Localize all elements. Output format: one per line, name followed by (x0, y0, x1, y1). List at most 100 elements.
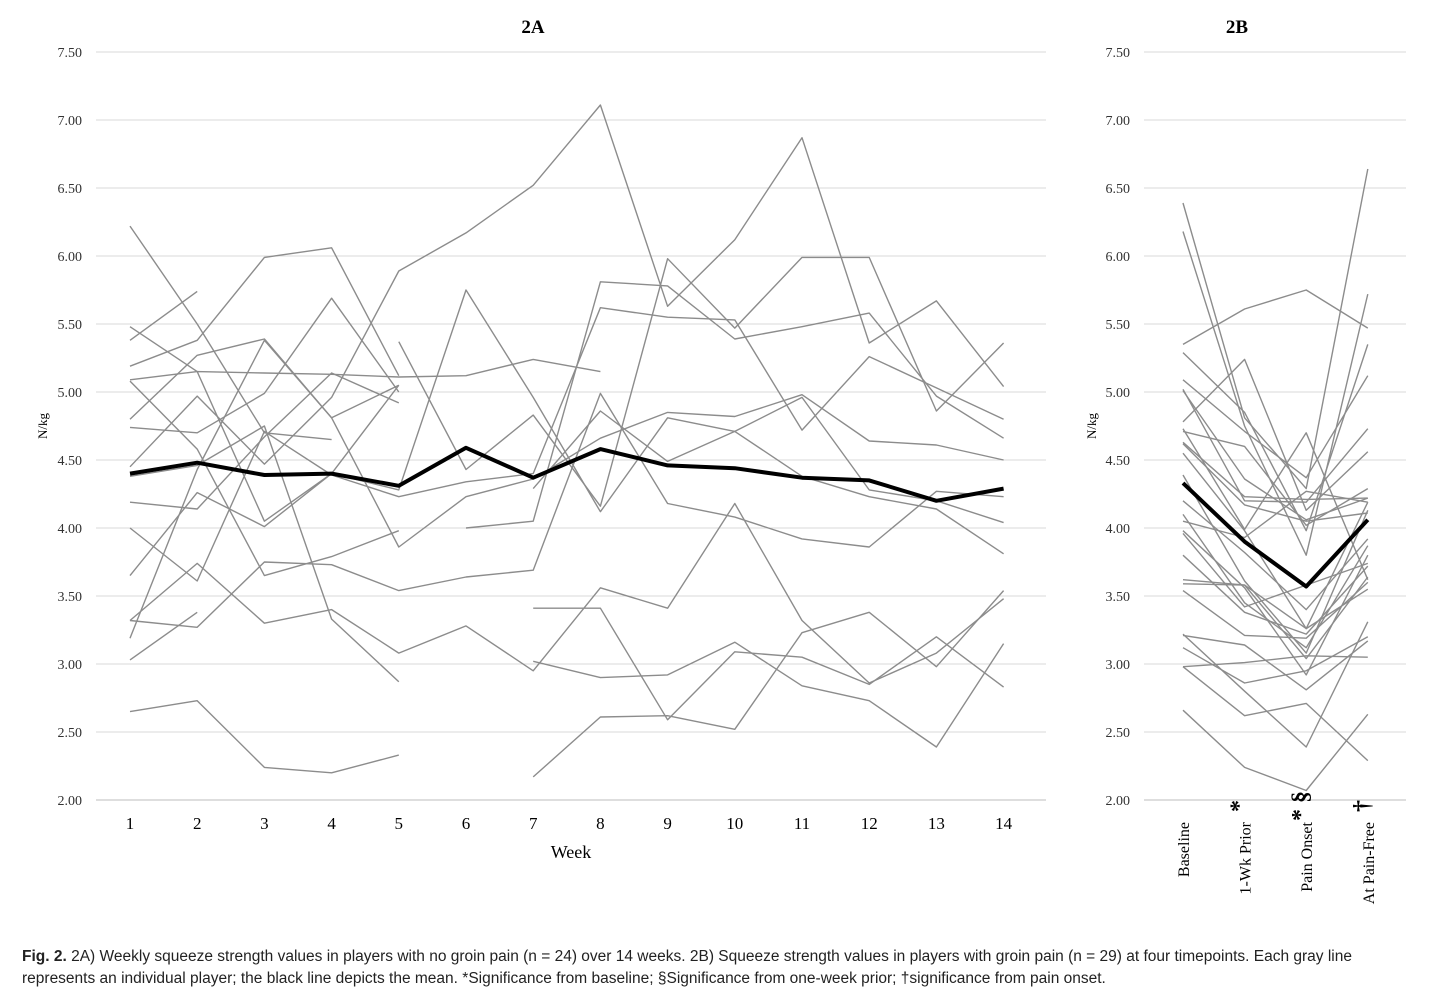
player-line (1182, 443, 1368, 522)
player-line (1182, 634, 1369, 691)
player-line (532, 410, 1004, 555)
player-line (1182, 583, 1369, 630)
y-tick-label: 7.00 (1106, 114, 1131, 129)
figure: 2A N/kg 2.00 2.50 3.00 3.50 4.00 4.50 5.00 5.50 6.… (35, 17, 1406, 904)
player-line (1182, 375, 1369, 479)
mean-line (1181, 481, 1370, 589)
player-line (1182, 358, 1369, 511)
player-line (129, 372, 400, 510)
y-tick-label: 6.00 (1106, 250, 1131, 265)
x-tick-label: 5 (395, 814, 404, 833)
player-line (129, 339, 1004, 639)
y-tick-label: 6.00 (58, 250, 83, 265)
player-line (1182, 168, 1369, 490)
x-tick-label: 14 (995, 814, 1013, 833)
player-line (1182, 344, 1369, 532)
x-tick-label: Pain Onset (1299, 821, 1316, 891)
player-line (129, 247, 400, 377)
player-line (129, 289, 1004, 577)
player-line (129, 700, 399, 774)
player-line (1182, 452, 1369, 630)
player-line (129, 307, 1004, 582)
significance-mark: * (1227, 800, 1253, 812)
caption-text: 2A) Weekly squeeze strength values in pl… (22, 948, 1352, 987)
player-line (129, 297, 400, 434)
chart-title: 2B (1226, 17, 1249, 38)
y-tick-label: 6.50 (58, 182, 83, 197)
player-line (1182, 532, 1369, 608)
player-line (129, 338, 400, 420)
x-tick-label: 1-Wk Prior (1238, 821, 1255, 894)
x-tick-label: 9 (663, 814, 672, 833)
y-tick-label: 6.50 (1106, 182, 1131, 197)
player-line (1182, 581, 1369, 639)
y-tick-label: 4.50 (1106, 454, 1131, 469)
y-tick-label: 7.50 (1106, 46, 1131, 61)
y-tick-label: 5.00 (58, 386, 83, 401)
player-line (1182, 490, 1368, 539)
player-line (1182, 388, 1369, 503)
x-tick-label: 12 (861, 814, 878, 833)
player-line (532, 590, 1005, 778)
player-line (129, 358, 601, 381)
player-line (1182, 430, 1369, 526)
y-tick-label: 4.00 (58, 522, 83, 537)
y-tick-label: 2.00 (1106, 794, 1131, 809)
y-tick-label: 3.50 (58, 590, 83, 605)
player-line (1182, 621, 1369, 748)
player-line (129, 104, 1005, 468)
chart-title: 2A (521, 17, 545, 38)
x-tick-label: 1 (126, 814, 135, 833)
player-line (129, 290, 198, 341)
player-line (1182, 666, 1369, 762)
x-tick-label: 4 (327, 814, 336, 833)
x-tick-label: 10 (726, 814, 743, 833)
x-tick-label: 2 (193, 814, 202, 833)
y-tick-label: 4.00 (1106, 522, 1131, 537)
y-tick-label: 3.00 (1106, 658, 1131, 673)
y-tick-label: 2.00 (58, 794, 83, 809)
y-tick-label: 5.50 (58, 318, 83, 333)
y-tick-label: 3.00 (58, 658, 83, 673)
player-line (465, 281, 1004, 529)
y-axis-label: N/kg (35, 413, 50, 440)
player-line (1182, 709, 1369, 792)
player-line (1182, 289, 1369, 346)
player-line (1182, 441, 1368, 501)
mean-line (129, 445, 1004, 503)
player-line (129, 502, 1005, 684)
chart-svg: 2A N/kg 2.00 2.50 3.00 3.50 4.00 4.50 5.00 5.50 6.… (35, 17, 1406, 904)
player-line (1182, 231, 1369, 556)
player-line (1182, 655, 1368, 668)
y-tick-label: 7.00 (58, 114, 83, 129)
player-line (1182, 474, 1369, 654)
x-tick-label: 13 (928, 814, 945, 833)
x-tick-label: 11 (794, 814, 810, 833)
player-line (129, 380, 400, 577)
player-line (398, 256, 1005, 507)
player-line (1182, 530, 1369, 676)
y-tick-label: 3.50 (1106, 590, 1131, 605)
player-line (1182, 390, 1369, 521)
player-line (129, 392, 1004, 628)
player-line (129, 326, 400, 522)
significance-mark: † (1350, 800, 1376, 812)
y-tick-label: 2.50 (1106, 726, 1131, 741)
x-axis-label: Week (551, 842, 592, 862)
x-tick-label: Baseline (1176, 822, 1193, 877)
x-tick-label: 3 (260, 814, 269, 833)
player-line (129, 611, 198, 661)
y-tick-label: 4.50 (58, 454, 83, 469)
player-line (1182, 576, 1369, 660)
player-line (533, 641, 1005, 748)
significance-mark: * § (1288, 791, 1314, 821)
figure-caption: Fig. 2. 2A) Weekly squeeze strength valu… (22, 946, 1422, 990)
caption-label: Fig. 2. (22, 948, 67, 965)
player-line (129, 425, 400, 683)
player-line (129, 225, 332, 441)
x-tick-label: 7 (529, 814, 538, 833)
y-tick-label: 7.50 (58, 46, 83, 61)
y-tick-label: 2.50 (58, 726, 83, 741)
x-tick-label: 6 (462, 814, 471, 833)
player-line (533, 607, 1005, 721)
